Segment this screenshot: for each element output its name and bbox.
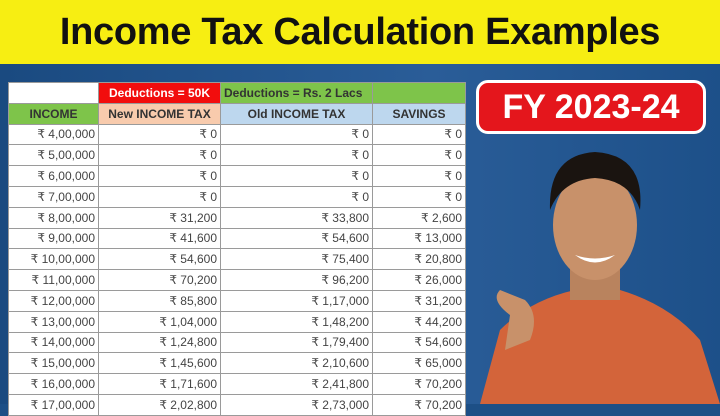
income-cell: ₹ 6,00,000 — [8, 165, 99, 187]
header-row: INCOME New INCOME TAX Old INCOME TAX SAV… — [8, 102, 466, 125]
face — [553, 170, 637, 280]
old-tax-cell: ₹ 0 — [220, 144, 373, 167]
new-tax-cell: ₹ 1,24,800 — [98, 331, 221, 354]
new-tax-cell: ₹ 31,200 — [98, 206, 221, 229]
income-cell: ₹ 7,00,000 — [8, 185, 99, 208]
table-row: ₹ 5,00,000 ₹ 0 ₹ 0 ₹ 0 — [8, 144, 466, 167]
group-header-row: Deductions = 50K Deductions = Rs. 2 Lacs — [8, 82, 466, 104]
old-tax-cell: ₹ 0 — [220, 123, 373, 146]
old-tax-cell: ₹ 2,73,000 — [220, 393, 373, 416]
header-new-tax: New INCOME TAX — [98, 102, 221, 125]
new-tax-cell: ₹ 85,800 — [98, 289, 221, 312]
old-tax-cell: ₹ 2,41,800 — [220, 373, 373, 395]
table-row: ₹ 13,00,000 ₹ 1,04,000 ₹ 1,48,200 ₹ 44,200 — [8, 310, 466, 333]
group-header-new: Deductions = 50K — [98, 82, 221, 104]
table-row: ₹ 16,00,000 ₹ 1,71,600 ₹ 2,41,800 ₹ 70,200 — [8, 373, 466, 395]
savings-cell: ₹ 0 — [372, 165, 466, 187]
savings-cell: ₹ 13,000 — [372, 227, 466, 250]
new-tax-cell: ₹ 1,04,000 — [98, 310, 221, 333]
savings-cell: ₹ 65,000 — [372, 352, 466, 375]
income-cell: ₹ 13,00,000 — [8, 310, 99, 333]
new-tax-cell: ₹ 54,600 — [98, 248, 221, 271]
table-row: ₹ 10,00,000 ₹ 54,600 ₹ 75,400 ₹ 20,800 — [8, 248, 466, 271]
new-tax-cell: ₹ 1,71,600 — [98, 373, 221, 395]
old-tax-cell: ₹ 1,17,000 — [220, 289, 373, 312]
new-tax-cell: ₹ 0 — [98, 123, 221, 146]
table-row: ₹ 6,00,000 ₹ 0 ₹ 0 ₹ 0 — [8, 165, 466, 187]
new-tax-cell: ₹ 41,600 — [98, 227, 221, 250]
tax-table: Deductions = 50K Deductions = Rs. 2 Lacs… — [8, 82, 466, 416]
new-tax-cell: ₹ 2,02,800 — [98, 393, 221, 416]
group-header-old: Deductions = Rs. 2 Lacs — [220, 82, 373, 104]
old-tax-cell: ₹ 0 — [220, 185, 373, 208]
savings-cell: ₹ 0 — [372, 123, 466, 146]
old-tax-cell: ₹ 1,48,200 — [220, 310, 373, 333]
table-row: ₹ 15,00,000 ₹ 1,45,600 ₹ 2,10,600 ₹ 65,000 — [8, 352, 466, 375]
group-header — [372, 82, 466, 104]
savings-cell: ₹ 31,200 — [372, 289, 466, 312]
savings-cell: ₹ 0 — [372, 185, 466, 208]
table-row: ₹ 11,00,000 ₹ 70,200 ₹ 96,200 ₹ 26,000 — [8, 269, 466, 291]
new-tax-cell: ₹ 0 — [98, 185, 221, 208]
new-tax-cell: ₹ 1,45,600 — [98, 352, 221, 375]
income-cell: ₹ 12,00,000 — [8, 289, 99, 312]
hair — [549, 152, 641, 210]
savings-cell: ₹ 26,000 — [372, 269, 466, 291]
old-tax-cell: ₹ 2,10,600 — [220, 352, 373, 375]
new-tax-cell: ₹ 0 — [98, 144, 221, 167]
pointing-hand — [496, 290, 534, 350]
old-tax-cell: ₹ 1,79,400 — [220, 331, 373, 354]
income-cell: ₹ 9,00,000 — [8, 227, 99, 250]
savings-cell: ₹ 70,200 — [372, 373, 466, 395]
old-tax-cell: ₹ 96,200 — [220, 269, 373, 291]
table-row: ₹ 8,00,000 ₹ 31,200 ₹ 33,800 ₹ 2,600 — [8, 206, 466, 229]
income-cell: ₹ 17,00,000 — [8, 393, 99, 416]
old-tax-cell: ₹ 33,800 — [220, 206, 373, 229]
income-cell: ₹ 16,00,000 — [8, 373, 99, 395]
income-cell: ₹ 4,00,000 — [8, 123, 99, 146]
income-cell: ₹ 8,00,000 — [8, 206, 99, 229]
shirt — [480, 290, 720, 404]
old-tax-cell: ₹ 54,600 — [220, 227, 373, 250]
table-row: ₹ 17,00,000 ₹ 2,02,800 ₹ 2,73,000 ₹ 70,200 — [8, 393, 466, 416]
new-tax-cell: ₹ 0 — [98, 165, 221, 187]
old-tax-cell: ₹ 75,400 — [220, 248, 373, 271]
income-cell: ₹ 15,00,000 — [8, 352, 99, 375]
savings-cell: ₹ 20,800 — [372, 248, 466, 271]
smile — [575, 255, 615, 263]
savings-cell: ₹ 44,200 — [372, 310, 466, 333]
savings-cell: ₹ 0 — [372, 144, 466, 167]
income-cell: ₹ 10,00,000 — [8, 248, 99, 271]
group-header — [8, 82, 99, 104]
table-row: ₹ 4,00,000 ₹ 0 ₹ 0 ₹ 0 — [8, 123, 466, 146]
table-row: ₹ 14,00,000 ₹ 1,24,800 ₹ 1,79,400 ₹ 54,600 — [8, 331, 466, 354]
header-old-tax: Old INCOME TAX — [220, 102, 373, 125]
fiscal-year-badge: FY 2023-24 — [476, 80, 706, 134]
table-row: ₹ 7,00,000 ₹ 0 ₹ 0 ₹ 0 — [8, 185, 466, 208]
savings-cell: ₹ 70,200 — [372, 393, 466, 416]
thumbnail-title: Income Tax Calculation Examples — [0, 0, 720, 64]
new-tax-cell: ₹ 70,200 — [98, 269, 221, 291]
savings-cell: ₹ 2,600 — [372, 206, 466, 229]
income-cell: ₹ 5,00,000 — [8, 144, 99, 167]
table-row: ₹ 9,00,000 ₹ 41,600 ₹ 54,600 ₹ 13,000 — [8, 227, 466, 250]
presenter-photo — [480, 152, 720, 404]
header-savings: SAVINGS — [372, 102, 466, 125]
old-tax-cell: ₹ 0 — [220, 165, 373, 187]
income-cell: ₹ 14,00,000 — [8, 331, 99, 354]
header-income: INCOME — [8, 102, 99, 125]
table-row: ₹ 12,00,000 ₹ 85,800 ₹ 1,17,000 ₹ 31,200 — [8, 289, 466, 312]
savings-cell: ₹ 54,600 — [372, 331, 466, 354]
income-cell: ₹ 11,00,000 — [8, 269, 99, 291]
